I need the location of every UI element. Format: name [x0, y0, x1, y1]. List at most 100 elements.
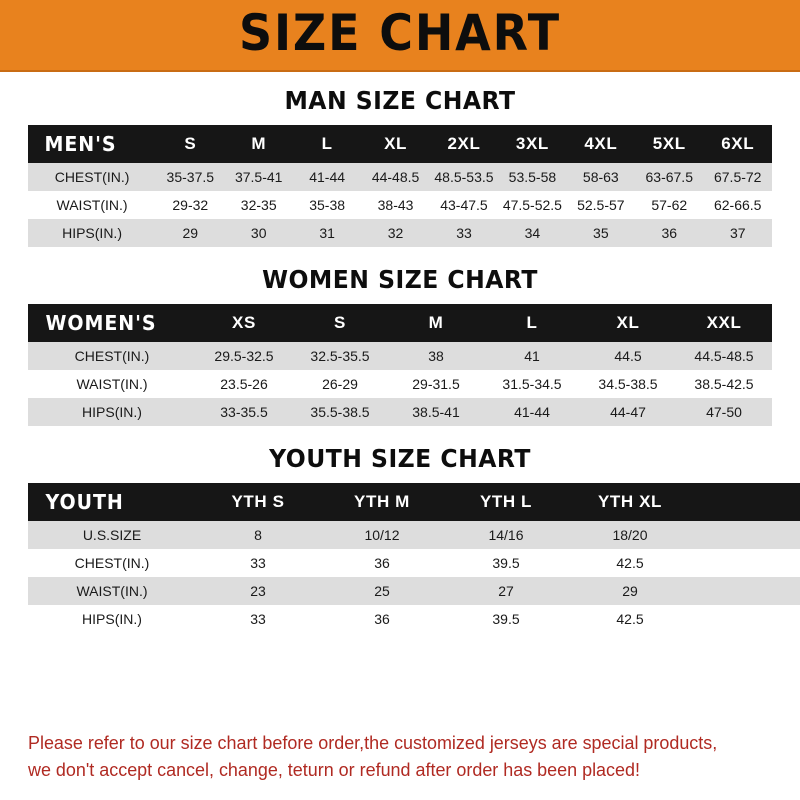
women-cell: 38.5-41: [412, 404, 460, 420]
men-cell: 67.5-72: [713, 169, 762, 185]
youth-cell-spacer: [772, 577, 800, 605]
youth-column-header-yth-m: YTH M: [354, 492, 410, 511]
youth-size-table: YOUTH YTH S YTH M YTH L YTH XL U.S.SIZE 8 10/12…: [28, 483, 800, 633]
man-section-title: MAN SIZE CHART: [284, 86, 516, 115]
women-cell: 29-31.5: [412, 376, 460, 392]
men-cell: 32-35: [240, 197, 277, 213]
women-cell: 41: [524, 348, 540, 364]
men-row-label: CHEST(IN.): [54, 169, 130, 185]
youth-cell: 42.5: [616, 555, 644, 571]
youth-row-label: CHEST(IN.): [74, 555, 150, 571]
men-column-header-l: L: [321, 134, 333, 153]
youth-row-label-header: YOUTH: [45, 490, 124, 514]
men-column-header-5xl: 5XL: [652, 134, 686, 153]
men-cell: 52.5-57: [577, 197, 625, 213]
women-row-label-header: WOMEN'S: [45, 311, 157, 335]
men-cell: 35: [593, 225, 609, 241]
youth-cell: 33: [250, 611, 266, 627]
men-column-header-2xl: 2XL: [447, 134, 481, 153]
men-table-row: HIPS(IN.) 29 30 31 32 33 34 35 36 37: [28, 219, 772, 247]
men-cell: 53.5-58: [508, 169, 557, 185]
women-cell: 31.5-34.5: [502, 376, 562, 392]
women-table-row: HIPS(IN.) 33-35.5 35.5-38.5 38.5-41 41-44 44-…: [28, 398, 772, 426]
youth-column-header-yth-l: YTH L: [479, 492, 533, 511]
men-cell: 62-66.5: [713, 197, 762, 213]
women-cell: 44-47: [610, 404, 646, 420]
men-cell: 47.5-52.5: [502, 197, 562, 213]
youth-cell-spacer: [772, 549, 800, 577]
men-cell: 36: [661, 225, 678, 241]
youth-cell: 14/16: [488, 527, 524, 543]
youth-cell: 23: [250, 583, 266, 599]
women-column-header-xl: XL: [616, 313, 640, 332]
women-cell: 32.5-35.5: [310, 348, 370, 364]
youth-section-title: YOUTH SIZE CHART: [269, 444, 531, 473]
page-title: SIZE CHART: [238, 4, 562, 62]
youth-row-label: WAIST(IN.): [76, 583, 148, 599]
youth-cell: 8: [254, 527, 262, 543]
youth-row-label: U.S.SIZE: [82, 527, 142, 543]
women-cell: 29.5-32.5: [214, 348, 274, 364]
youth-cell: 39.5: [492, 611, 520, 627]
women-row-label: HIPS(IN.): [82, 404, 142, 420]
youth-cell: 18/20: [612, 527, 648, 543]
men-cell: 44-48.5: [371, 169, 420, 185]
youth-cell: 29: [622, 583, 638, 599]
notice-line-2: we don't accept cancel, change, teturn o…: [28, 758, 640, 780]
women-cell: 34.5-38.5: [598, 376, 658, 392]
youth-cell-spacer: [692, 521, 772, 549]
men-cell: 48.5-53.5: [434, 169, 494, 185]
men-cell: 29-32: [172, 197, 209, 213]
women-cell: 41-44: [514, 404, 550, 420]
men-cell: 30: [250, 225, 267, 241]
men-column-header-m: M: [251, 134, 267, 153]
youth-cell: 25: [374, 583, 390, 599]
men-cell: 57-62: [651, 197, 688, 213]
men-column-header-4xl: 4XL: [584, 134, 618, 153]
women-table-row: CHEST(IN.) 29.5-32.5 32.5-35.5 38 41 44.5 44.5…: [28, 342, 772, 370]
women-header-row: WOMEN'S XS S M L XL XXL: [28, 304, 772, 342]
men-cell: 33: [456, 225, 472, 241]
youth-table-row: WAIST(IN.) 23 25 27 29: [28, 577, 800, 605]
man-size-table-wrapper: MEN'S S M L XL 2XL 3XL 4XL 5XL 6XL CHEST(IN.) 35-37…: [28, 125, 772, 247]
women-cell: 35.5-38.5: [310, 404, 370, 420]
man-table-body: MEN'S S M L XL 2XL 3XL 4XL 5XL 6XL CHEST(IN.) 35-37…: [28, 125, 772, 247]
men-cell: 31: [319, 225, 335, 241]
youth-cell: 36: [374, 611, 390, 627]
women-cell: 44.5-48.5: [694, 348, 754, 364]
youth-table-body: YOUTH YTH S YTH M YTH L YTH XL U.S.SIZE 8 10/12…: [28, 483, 800, 633]
youth-header-spacer: [692, 483, 772, 521]
youth-cell: 39.5: [492, 555, 520, 571]
men-cell: 37.5-41: [234, 169, 283, 185]
men-cell: 37: [729, 225, 746, 241]
men-cell: 38-43: [377, 197, 414, 213]
men-cell: 63-67.5: [645, 169, 693, 185]
men-header-row: MEN'S S M L XL 2XL 3XL 4XL 5XL 6XL: [28, 125, 772, 163]
youth-table-row: U.S.SIZE 8 10/12 14/16 18/20: [28, 521, 800, 549]
women-table-body: WOMEN'S XS S M L XL XXL CHEST(IN.) 29.5-32.5 32.5…: [28, 304, 772, 426]
men-cell: 41-44: [309, 169, 346, 185]
women-column-header-xxl: XXL: [706, 313, 742, 332]
men-row-label: HIPS(IN.): [62, 225, 122, 241]
women-table-row: WAIST(IN.) 23.5-26 26-29 29-31.5 31.5-34.5 34…: [28, 370, 772, 398]
women-column-header-xs: XS: [232, 313, 256, 332]
youth-column-header-yth-xl: YTH XL: [597, 492, 663, 511]
youth-header-spacer: [772, 483, 800, 521]
order-policy-notice: Please refer to our size chart before or…: [28, 730, 759, 784]
youth-cell: 33: [250, 555, 266, 571]
youth-cell-spacer: [692, 549, 772, 577]
men-column-header-6xl: 6XL: [721, 134, 755, 153]
women-cell: 44.5: [614, 348, 642, 364]
youth-table-row: HIPS(IN.) 33 36 39.5 42.5: [28, 605, 800, 633]
youth-cell-spacer: [772, 605, 800, 633]
men-column-header-s: S: [184, 134, 197, 153]
women-cell: 26-29: [322, 376, 358, 392]
women-size-table: WOMEN'S XS S M L XL XXL CHEST(IN.) 29.5-32.5 32.5…: [28, 304, 772, 426]
youth-column-header-yth-s: YTH S: [231, 492, 285, 511]
women-cell: 33-35.5: [220, 404, 268, 420]
men-table-row: WAIST(IN.) 29-32 32-35 35-38 38-43 43-47.5 47.…: [28, 191, 772, 219]
women-section-title: WOMEN SIZE CHART: [262, 265, 538, 294]
men-cell: 32: [387, 225, 404, 241]
women-cell: 38.5-42.5: [694, 376, 754, 392]
youth-cell: 10/12: [364, 527, 400, 543]
